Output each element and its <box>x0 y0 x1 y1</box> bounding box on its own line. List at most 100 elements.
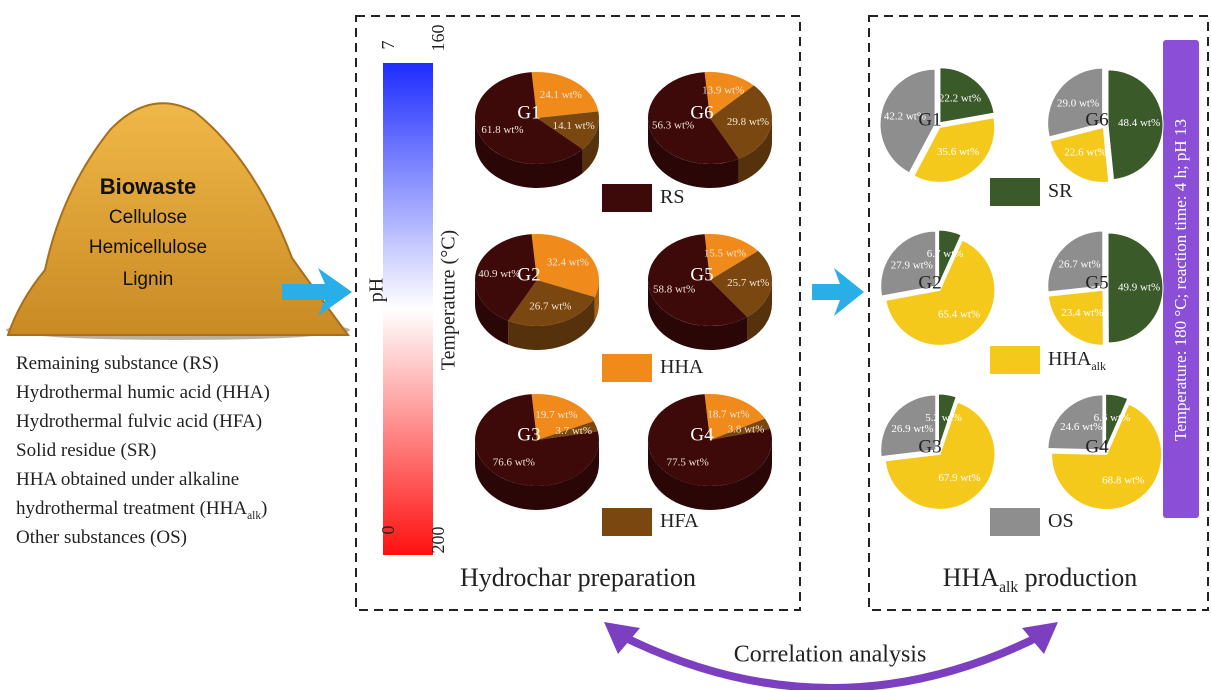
text-segment: HHA obtained under alkaline <box>16 469 239 490</box>
text-segment: HHA <box>660 356 704 378</box>
text-segment: Other substances (OS) <box>16 527 187 548</box>
slice-label: 29.8 wt% <box>727 116 769 128</box>
definition: Hydrothermal humic acid (HHA) <box>16 382 270 403</box>
text-segment: production <box>1018 563 1137 592</box>
text-segment: RS <box>660 186 684 208</box>
slice-label: 6.7 wt% <box>927 248 964 260</box>
text-segment: alk <box>247 510 261 522</box>
text-segment: alk <box>999 579 1018 596</box>
text-segment: alk <box>1091 359 1106 373</box>
text-segment: ) <box>261 498 267 519</box>
slice-label: 15.5 wt% <box>704 247 746 259</box>
heap-component: Cellulose <box>109 207 187 228</box>
slice-label: 29.0 wt% <box>1057 98 1099 110</box>
slice-label: 48.4 wt% <box>1118 117 1160 129</box>
pie-name: G1 <box>517 102 540 123</box>
slice-label: 13.9 wt% <box>702 85 744 97</box>
panel-title: HHAalk production <box>943 563 1138 596</box>
definition: hydrothermal treatment (HHAalk) <box>16 498 267 521</box>
slice-label: 61.8 wt% <box>481 124 523 136</box>
pie-name: G6 <box>1085 109 1108 130</box>
pie-name: G5 <box>1085 272 1108 293</box>
text-segment: HFA <box>660 510 699 532</box>
definition: HHA obtained under alkaline <box>16 469 239 490</box>
heap-title: Biowaste <box>100 174 197 199</box>
text-segment: Hydrothermal fulvic acid (HFA) <box>16 411 262 432</box>
arrow <box>812 268 864 316</box>
slice-label: 26.9 wt% <box>891 423 933 435</box>
slice-label: 23.4 wt% <box>1061 307 1103 319</box>
slice-label: 3.8 wt% <box>728 423 765 435</box>
heap-component: Hemicellulose <box>89 237 207 258</box>
slice-label: 25.7 wt% <box>727 277 769 289</box>
slice-label: 68.8 wt% <box>1102 474 1144 486</box>
legend-swatch <box>990 346 1040 374</box>
slice-label: 24.1 wt% <box>540 89 582 101</box>
slice-label: 19.7 wt% <box>535 409 577 421</box>
slice-label: 22.2 wt% <box>939 92 981 104</box>
panel-title: Hydrochar preparation <box>460 563 696 592</box>
slice-label: 22.6 wt% <box>1064 146 1106 158</box>
legend-swatch <box>990 508 1040 536</box>
legend-label: HFA <box>660 510 699 532</box>
text-segment: HHA <box>1048 348 1092 370</box>
legend-label: RS <box>660 186 684 208</box>
legend-label: HHAalk <box>1048 348 1106 373</box>
slice-label: 18.7 wt% <box>707 409 749 421</box>
colorbar-tick: 0 <box>378 526 398 535</box>
legend-label: OS <box>1048 510 1074 532</box>
slice-label: 49.9 wt% <box>1118 281 1160 293</box>
pie-name: G3 <box>918 436 941 457</box>
pie-name: G4 <box>690 424 714 445</box>
axis-label: pH <box>366 278 388 302</box>
heap-component: Lignin <box>123 269 174 290</box>
definition: Hydrothermal fulvic acid (HFA) <box>16 411 262 432</box>
legend-label: HHA <box>660 356 704 378</box>
slice-label: 67.9 wt% <box>938 472 980 484</box>
definition: Remaining substance (RS) <box>16 353 219 374</box>
pie-name: G2 <box>517 264 540 285</box>
legend-swatch <box>602 508 652 536</box>
slice-label: 26.7 wt% <box>1059 259 1101 271</box>
legend-swatch <box>602 354 652 382</box>
slice-label: 32.4 wt% <box>547 256 589 268</box>
slice-label: 76.6 wt% <box>493 456 535 468</box>
colorbar-tick: 7 <box>378 41 398 50</box>
text-segment: Hydrochar preparation <box>460 563 696 592</box>
slice-label: 3.7 wt% <box>555 425 592 437</box>
text-segment: SR <box>1048 180 1073 202</box>
axis-label: Temperature (°C) <box>438 230 460 370</box>
colorbar <box>383 63 433 555</box>
slice-label: 27.9 wt% <box>891 260 933 272</box>
legend-label: SR <box>1048 180 1073 202</box>
pie-name: G3 <box>517 424 540 445</box>
slice-label: 14.1 wt% <box>553 120 595 132</box>
legend-swatch <box>990 178 1040 206</box>
text-segment: OS <box>1048 510 1074 532</box>
legend-swatch <box>602 184 652 212</box>
link-label: Correlation analysis <box>734 642 927 668</box>
slice-label: 58.8 wt% <box>653 284 695 296</box>
slice-label: 56.3 wt% <box>652 120 694 132</box>
text-segment: Hydrothermal humic acid (HHA) <box>16 382 270 403</box>
slice-label: 26.7 wt% <box>529 300 571 312</box>
text-segment: Remaining substance (RS) <box>16 353 219 374</box>
pie-name: G1 <box>918 109 941 130</box>
text-segment: Solid residue (SR) <box>16 440 156 461</box>
slice-label: 24.6 wt% <box>1060 421 1102 433</box>
slice-label: 77.5 wt% <box>667 457 709 469</box>
colorbar-tick: 200 <box>428 527 448 554</box>
slice-label: 65.4 wt% <box>938 308 980 320</box>
slice-label: 35.6 wt% <box>937 146 979 158</box>
colorbar-tick: 160 <box>428 25 448 52</box>
slice-label: 40.9 wt% <box>478 268 520 280</box>
pie-name: G2 <box>918 272 941 293</box>
text-segment: HHA <box>943 563 1000 592</box>
pie-name: G5 <box>690 264 713 285</box>
diagram: Biowaste Cellulose Hemicellulose Lignin … <box>0 0 1211 690</box>
pie-name: G4 <box>1085 436 1109 457</box>
pie-name: G6 <box>690 102 713 123</box>
condition-note: Temperature: 180 °C; reaction time: 4 h;… <box>1171 119 1190 441</box>
definition: Solid residue (SR) <box>16 440 156 461</box>
definition: Other substances (OS) <box>16 527 187 548</box>
